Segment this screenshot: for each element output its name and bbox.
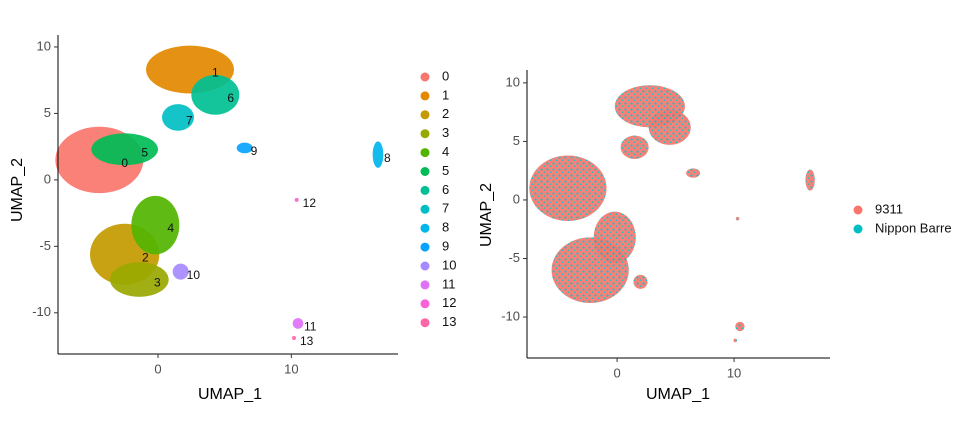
legend-swatch xyxy=(420,242,430,252)
legend-swatch xyxy=(420,167,430,176)
legend-label: 9 xyxy=(442,239,449,254)
cluster-blob xyxy=(91,133,158,166)
cluster-label: 13 xyxy=(300,334,314,348)
cluster-blob xyxy=(735,216,740,221)
cluster-label: 7 xyxy=(186,114,193,128)
cluster-label: 4 xyxy=(167,221,174,235)
cluster-label: 9 xyxy=(251,144,258,158)
y-tick-label: -5 xyxy=(39,238,51,253)
cluster-label: 3 xyxy=(154,276,161,290)
legend-swatch xyxy=(420,91,430,101)
legend-swatch xyxy=(420,72,430,82)
legend-swatch xyxy=(420,299,430,309)
cluster-blob xyxy=(733,338,737,343)
legend-label: 9311 xyxy=(875,201,903,216)
y-axis-title: UMAP_2 xyxy=(478,183,495,247)
legend-label: Nippon Barre xyxy=(875,220,952,235)
cluster-blob xyxy=(620,135,649,159)
cluster-label: 5 xyxy=(141,145,148,159)
legend-label: 7 xyxy=(442,201,449,216)
legend-swatch xyxy=(420,318,430,328)
y-tick-label: -5 xyxy=(508,250,520,265)
legend-label: 12 xyxy=(442,295,456,310)
cluster-label: 6 xyxy=(227,91,234,105)
y-tick-label: -10 xyxy=(32,304,51,319)
cluster-label: 0 xyxy=(121,156,128,170)
cluster-label: 8 xyxy=(384,151,391,165)
y-tick-label: 0 xyxy=(513,191,520,206)
legend-label: 11 xyxy=(442,276,456,291)
cluster-label: 10 xyxy=(187,268,201,282)
legend-swatch xyxy=(420,204,430,214)
cluster-blob xyxy=(735,321,745,332)
x-axis-title: UMAP_1 xyxy=(646,386,710,403)
y-tick-label: 10 xyxy=(37,38,51,53)
y-tick-label: 10 xyxy=(506,74,520,89)
legend-swatch xyxy=(420,280,430,290)
cluster-blob xyxy=(633,274,648,289)
cluster-blob xyxy=(529,155,607,222)
cluster-label: 2 xyxy=(142,250,149,264)
cluster-blob xyxy=(162,104,194,131)
y-tick-label: 5 xyxy=(513,133,520,148)
y-tick-label: 5 xyxy=(44,105,51,120)
x-tick-label: 0 xyxy=(154,361,161,376)
x-tick-label: 10 xyxy=(284,361,298,376)
legend-label: 2 xyxy=(442,106,449,121)
legend-label: 3 xyxy=(442,125,449,140)
cluster-blob xyxy=(294,197,299,202)
legend-label: 5 xyxy=(442,163,449,178)
cluster-label: 1 xyxy=(212,66,219,80)
cluster-blob xyxy=(236,142,253,154)
x-tick-label: 0 xyxy=(613,365,620,380)
y-tick-label: 0 xyxy=(44,171,51,186)
cluster-blob xyxy=(172,263,189,280)
legend-swatch xyxy=(420,261,430,271)
cluster-label: 12 xyxy=(303,196,317,210)
legend-swatch xyxy=(420,185,430,195)
cluster-blob xyxy=(109,262,169,297)
cluster-blob xyxy=(686,168,701,178)
y-tick-label: -10 xyxy=(501,308,520,323)
cluster-blob xyxy=(191,74,240,115)
cluster-blob xyxy=(292,336,296,341)
legend-label: 10 xyxy=(442,257,456,272)
cluster-blob xyxy=(648,109,691,145)
legend-swatch xyxy=(853,205,863,215)
cluster-blob xyxy=(593,211,636,264)
legend-label: 0 xyxy=(442,68,449,83)
legend-swatch xyxy=(420,110,430,120)
legend-label: 6 xyxy=(442,182,449,197)
legend-swatch xyxy=(420,129,430,139)
cluster-blob xyxy=(372,141,384,168)
legend-swatch xyxy=(420,148,430,158)
legend-label: 13 xyxy=(442,314,456,329)
x-tick-label: 10 xyxy=(727,365,741,380)
y-axis-title: UMAP_2 xyxy=(9,158,26,222)
cluster-label: 11 xyxy=(304,320,317,334)
legend-label: 4 xyxy=(442,144,449,159)
legend-swatch xyxy=(853,224,863,234)
cluster-blob xyxy=(131,195,180,255)
legend-label: 1 xyxy=(442,87,449,102)
legend-label: 8 xyxy=(442,220,449,235)
x-axis-title: UMAP_1 xyxy=(198,386,262,403)
legend-swatch xyxy=(420,223,430,233)
cluster-blob xyxy=(292,318,304,329)
cluster-blob xyxy=(805,169,815,191)
